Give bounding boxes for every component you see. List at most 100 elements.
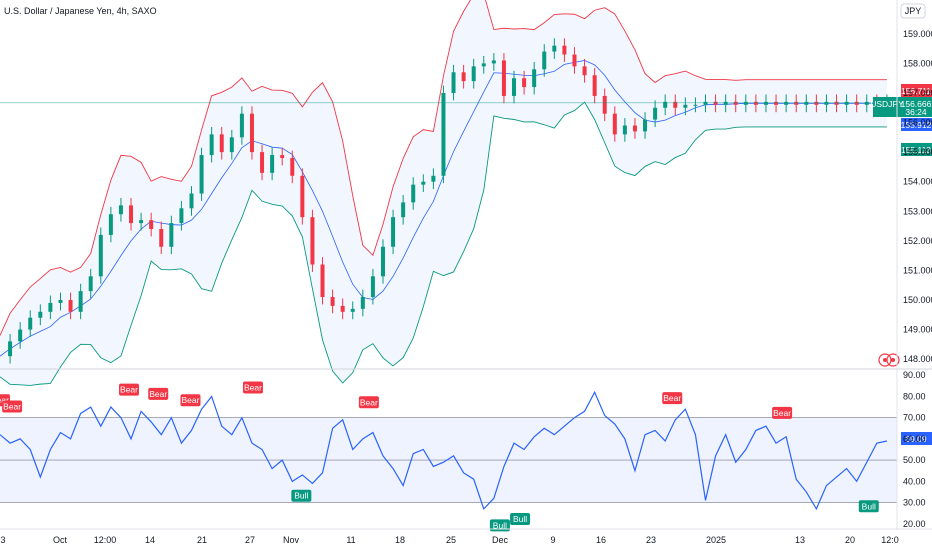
currency-button-label: JPY — [905, 6, 922, 16]
signal-label-bg — [858, 500, 879, 513]
candle-body — [784, 101, 789, 105]
signal-label-text: Bear — [360, 397, 378, 407]
currency-button[interactable]: JPY — [900, 3, 926, 19]
candle-body — [401, 202, 406, 218]
time-axis-tick: 14 — [145, 535, 155, 545]
candle-body — [360, 297, 365, 309]
signal-label-bg — [772, 406, 793, 419]
candle-body — [179, 208, 184, 224]
price-axis-tick: 153.000 — [903, 206, 932, 216]
candle-body — [290, 158, 295, 176]
candle-body — [653, 107, 658, 120]
candle-body — [48, 302, 53, 312]
bear-signal-label: Bear — [2, 400, 23, 413]
candle-body — [723, 101, 728, 105]
signal-label-text: Bear — [3, 402, 21, 412]
alert-icon[interactable] — [878, 353, 900, 367]
candle-body — [461, 72, 466, 82]
candle-body — [673, 101, 678, 108]
candle-body — [854, 101, 859, 105]
currency-button-frame — [900, 3, 926, 19]
time-axis-tick: 9 — [550, 535, 555, 545]
rsi-axis-tick: 40.00 — [903, 476, 926, 486]
signal-label-bg — [148, 387, 169, 400]
candle-body — [391, 217, 396, 247]
signal-label-text: Bear — [773, 408, 791, 418]
time-axis-tick: 18 — [395, 535, 405, 545]
bollinger-band-fill — [0, 0, 887, 386]
signal-label-bg — [119, 383, 140, 396]
candle-body — [501, 60, 506, 96]
bull-signal-label: Bull — [510, 513, 531, 526]
candle-body — [522, 78, 527, 88]
price-axis-tick: 159.000 — [903, 29, 932, 39]
alert-icon-dot — [891, 358, 895, 362]
candle-body — [471, 66, 476, 82]
candle-body — [300, 175, 305, 218]
candle-body — [169, 223, 174, 247]
candle-body — [622, 125, 627, 135]
signal-label-bg — [489, 519, 510, 532]
candle-body — [512, 78, 517, 96]
bollinger-upper-line — [0, 0, 887, 336]
basis-band-tag-bg — [901, 118, 932, 131]
candle-body — [199, 155, 204, 194]
candle-body — [824, 101, 829, 105]
bear-signal-label: Bear — [772, 406, 793, 419]
candle-body — [320, 264, 325, 298]
candle-body — [612, 113, 617, 135]
rsi-axis-tick: 50.00 — [903, 455, 926, 465]
time-axis-tick: 12:0 — [881, 535, 899, 545]
price-axis-tick: 158.000 — [903, 58, 932, 68]
rsi-value-label: 59.09 — [905, 434, 927, 444]
time-axis-tick: 21 — [197, 535, 207, 545]
bear-signal-label: Bear — [358, 396, 379, 409]
candle-body — [713, 101, 718, 105]
candle-body — [149, 220, 154, 230]
lower-band-tag-bg — [901, 143, 932, 156]
candle-body — [159, 229, 164, 247]
rsi-pane[interactable]: BearBearBearBearBearBearBearBearBearBull… — [0, 381, 897, 532]
signal-label-bg — [510, 513, 531, 526]
candle-body — [864, 101, 869, 105]
time-axis-tick: 27 — [245, 535, 255, 545]
candle-body — [370, 276, 375, 298]
lower-band-tag: 155.113 — [901, 145, 931, 155]
candle-body — [844, 101, 849, 105]
candle-body — [310, 217, 315, 265]
symbol-tag: USDJPY — [870, 99, 904, 109]
bear-signal-label: Bear — [662, 392, 683, 405]
candle-body — [209, 134, 214, 156]
basis-band-tag: 155.912 — [901, 120, 932, 130]
candle-body — [552, 45, 557, 52]
price-tag-stack: 156.711 USDJPY 156.666 36:24 155.912 155… — [870, 84, 932, 156]
rsi-axis-tick: 70.00 — [903, 413, 926, 423]
time-axis-tick: 23 — [646, 535, 656, 545]
candle-body — [280, 155, 285, 159]
candle-body — [441, 92, 446, 176]
rsi-axis-tick: 80.00 — [903, 391, 926, 401]
candle-body — [411, 184, 416, 203]
candle-body — [340, 305, 345, 312]
signal-label-bg — [291, 489, 312, 502]
candle-body — [270, 155, 275, 173]
candle-body — [572, 54, 577, 67]
price-axis-tick: 152.000 — [903, 236, 932, 246]
price-pane[interactable] — [0, 0, 897, 386]
signal-label-text: Bear — [182, 395, 200, 405]
candle-body — [189, 193, 194, 209]
signal-label-bg — [242, 381, 263, 394]
bear-signal-label: Bear — [242, 381, 263, 394]
candle-body — [38, 311, 43, 318]
bear-signal-label: Bear — [148, 387, 169, 400]
candle-body — [139, 220, 144, 224]
candle-body — [88, 276, 93, 292]
candle-body — [562, 45, 567, 55]
time-axis-tick: 12:00 — [94, 535, 117, 545]
candle-body — [834, 101, 839, 105]
candle-body — [804, 101, 809, 105]
candle-body — [743, 101, 748, 105]
time-axis-tick: Dec — [492, 535, 509, 545]
price-axis-tick: 151.000 — [903, 265, 932, 275]
candle-body — [421, 181, 426, 185]
